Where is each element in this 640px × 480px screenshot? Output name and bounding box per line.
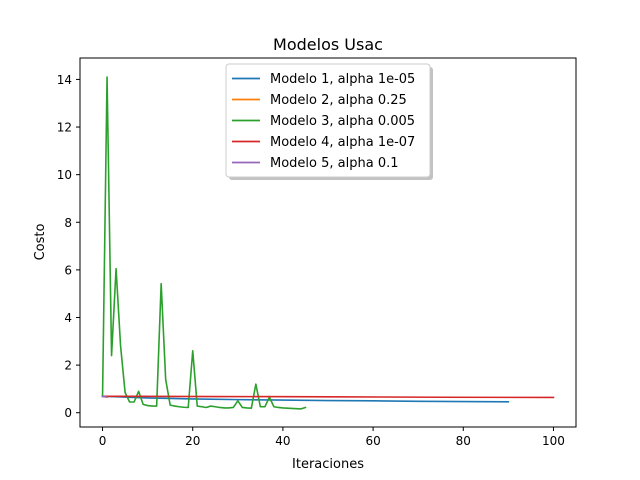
x-tick-label: 60: [365, 434, 380, 448]
legend-box: [225, 63, 431, 178]
legend-entry: Modelo 2, alpha 0.25: [270, 93, 407, 108]
series-line-4: [101, 395, 555, 399]
y-tick-label: 6: [64, 263, 72, 277]
legend-entry: Modelo 5, alpha 0.1: [270, 156, 399, 171]
x-tick-label: 40: [275, 434, 290, 448]
x-tick-label: 0: [99, 434, 107, 448]
chart-title: Modelos Usac: [273, 35, 383, 54]
y-tick-label: 12: [57, 121, 72, 135]
series-line-1: [101, 395, 510, 403]
y-tick-label: 14: [57, 73, 72, 87]
legend-entry: Modelo 4, alpha 1e-07: [270, 135, 415, 150]
y-tick-label: 8: [64, 216, 72, 230]
legend-entry: Modelo 1, alpha 1e-05: [270, 72, 415, 87]
y-tick-label: 0: [64, 406, 72, 420]
y-tick-label: 10: [57, 168, 72, 182]
y-tick-label: 2: [64, 359, 72, 373]
x-axis-label: Iteraciones: [292, 457, 364, 472]
x-tick-label: 80: [456, 434, 471, 448]
y-tick-label: 4: [64, 311, 72, 325]
legend-entry: Modelo 3, alpha 0.005: [270, 114, 415, 129]
x-tick-label: 100: [542, 434, 565, 448]
series-line-5: [101, 395, 108, 398]
plot-area: [101, 76, 555, 410]
y-axis-label: Costo: [33, 224, 48, 261]
x-tick-label: 20: [185, 434, 200, 448]
legend: Modelo 1, alpha 1e-05 Modelo 2, alpha 0.2…: [225, 63, 433, 180]
axes-frame: [79, 57, 577, 428]
y-axis: 0 2 4 6 8 10 12 14: [57, 73, 80, 420]
x-axis: 0 20 40 60 80 100: [99, 427, 565, 448]
